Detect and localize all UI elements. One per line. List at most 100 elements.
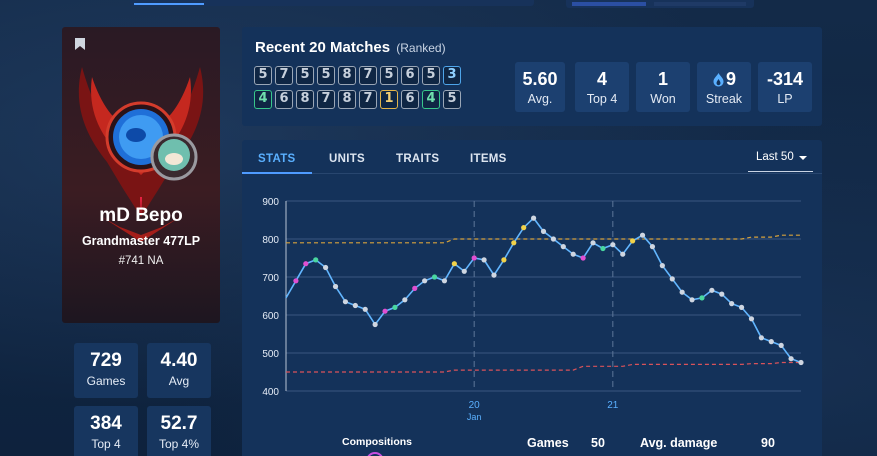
dashed-lower-line — [286, 361, 801, 373]
lp-line — [285, 216, 802, 364]
y-tick-label: 500 — [262, 349, 279, 360]
data-point — [451, 261, 457, 267]
x-tick-label: 21 — [607, 400, 619, 411]
data-point — [669, 276, 675, 282]
x-tick-sublabel: Jan — [467, 412, 482, 422]
placement-badge[interactable]: 6 — [401, 66, 419, 85]
placement-badge[interactable]: 1 — [380, 90, 398, 109]
tab-items[interactable]: ITEMS — [470, 153, 507, 165]
bookmark-icon[interactable] — [74, 37, 86, 51]
placement-badge[interactable]: 5 — [422, 66, 440, 85]
tab-traits[interactable]: TRAITS — [396, 153, 440, 165]
avg-placement-label: Avg. — [527, 92, 553, 106]
flame-icon — [713, 73, 724, 87]
placement-badge[interactable]: 3 — [443, 66, 461, 85]
placement-badge[interactable]: 7 — [275, 66, 293, 85]
placement-badge[interactable]: 7 — [317, 90, 335, 109]
top4-stat-value: 4 — [596, 69, 607, 89]
games-label: Games — [86, 374, 126, 388]
games-value: 729 — [90, 350, 122, 371]
placement-badge[interactable]: 8 — [296, 90, 314, 109]
range-select[interactable]: Last 50 — [748, 151, 813, 172]
rank-label: Grandmaster 477LP — [81, 234, 201, 248]
data-point — [679, 289, 685, 295]
data-point — [511, 240, 517, 246]
data-point — [461, 268, 467, 274]
data-point — [699, 295, 705, 301]
data-point — [392, 304, 398, 310]
data-point — [620, 251, 626, 257]
placement-badge[interactable]: 5 — [380, 66, 398, 85]
avg-placement-value: 5.60 — [522, 69, 558, 89]
data-point — [422, 278, 428, 284]
data-point — [729, 301, 735, 307]
data-point — [530, 215, 537, 221]
data-point — [481, 257, 487, 263]
data-point — [550, 236, 557, 242]
top4-stat: 4 Top 4 — [575, 62, 629, 112]
streak-stat-label: Streak — [705, 92, 743, 106]
won-stat: 1 Won — [636, 62, 690, 112]
placement-badge[interactable]: 6 — [401, 90, 419, 109]
top-nav-fragment — [130, 0, 534, 6]
data-point — [293, 278, 299, 284]
y-tick-label: 700 — [262, 273, 279, 284]
lp-stat-value: -314 — [766, 69, 804, 89]
top4-value: 384 — [90, 413, 122, 434]
placement-badge[interactable]: 5 — [443, 90, 461, 109]
placement-badge[interactable]: 8 — [338, 90, 356, 109]
data-point — [521, 225, 527, 231]
data-point — [540, 228, 547, 234]
recent-matches-heading: Recent 20 Matches — [255, 39, 391, 56]
lp-stat-label: LP — [777, 92, 793, 106]
top4-label: Top 4 — [91, 437, 121, 451]
avg-tile: 4.40 Avg — [147, 343, 211, 398]
top-controls-fragment — [566, 0, 754, 8]
data-point — [590, 240, 596, 246]
data-point — [748, 316, 755, 322]
data-point — [798, 359, 804, 366]
placement-badge[interactable]: 5 — [317, 66, 335, 85]
data-point — [362, 306, 368, 312]
data-point — [659, 263, 665, 269]
recent-matches-title: Recent 20 Matches (Ranked) — [255, 39, 446, 56]
stats-tabs: STATS UNITS TRAITS ITEMS Last 50 — [242, 140, 822, 174]
streak-value: 9 — [725, 69, 736, 89]
placement-badge[interactable]: 6 — [275, 90, 293, 109]
data-point — [778, 342, 784, 348]
top4-stat-label: Top 4 — [586, 92, 618, 106]
avg-damage-value: 90 — [761, 436, 775, 450]
active-tab-indicator — [242, 172, 312, 174]
composition-icon — [366, 452, 384, 456]
data-point — [382, 308, 388, 314]
x-tick-label: 20 — [469, 400, 481, 411]
data-point — [431, 274, 438, 280]
placement-badge[interactable]: 4 — [254, 90, 272, 109]
tab-units[interactable]: UNITS — [329, 153, 365, 165]
placement-badge[interactable]: 7 — [359, 66, 377, 85]
placement-badge[interactable]: 5 — [254, 66, 272, 85]
summoner-name: mD Bepo — [99, 205, 183, 226]
avg-label: Avg — [168, 374, 190, 388]
top4-percent-value: 52.7 — [160, 413, 198, 434]
compositions-label: Compositions — [342, 436, 412, 448]
chevron-down-icon — [799, 156, 807, 160]
tab-stats[interactable]: STATS — [258, 153, 296, 165]
data-point — [788, 356, 794, 362]
data-point — [570, 251, 576, 257]
data-point — [758, 335, 764, 341]
data-point — [471, 255, 477, 261]
placement-badge[interactable]: 5 — [296, 66, 314, 85]
avg-damage-label: Avg. damage — [640, 436, 718, 450]
data-point — [768, 339, 774, 345]
placement-badge[interactable]: 4 — [422, 90, 440, 109]
placement-badge[interactable]: 7 — [359, 90, 377, 109]
streak-stat: 9 Streak — [697, 62, 751, 112]
avg-placement-stat: 5.60 Avg. — [515, 62, 565, 112]
placement-badge[interactable]: 8 — [338, 66, 356, 85]
data-point — [303, 261, 309, 267]
data-point — [580, 255, 586, 261]
top4-percent-label: Top 4% — [158, 437, 200, 451]
data-point — [313, 257, 319, 263]
